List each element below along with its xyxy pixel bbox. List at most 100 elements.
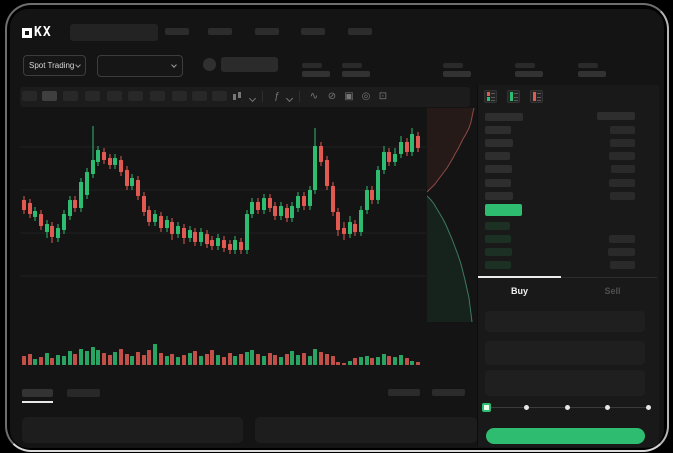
- ask-row-price-bar[interactable]: [485, 126, 511, 134]
- slider-stop-dot[interactable]: [605, 405, 610, 410]
- bottom-filter-placeholder[interactable]: [432, 389, 465, 396]
- pair-dropdown[interactable]: [97, 55, 183, 77]
- volume-bar: [273, 355, 277, 365]
- ask-row-amount-bar[interactable]: [610, 192, 635, 200]
- chevron-down-icon: [75, 61, 81, 68]
- volume-bar: [28, 354, 32, 365]
- timeframe-button[interactable]: [85, 91, 100, 101]
- snapshot-icon[interactable]: ▣: [344, 91, 354, 102]
- candle-body: [142, 196, 146, 212]
- settings-icon[interactable]: ◎: [361, 91, 371, 102]
- timeframe-button[interactable]: [212, 91, 227, 101]
- bottom-tab-placeholder[interactable]: [22, 389, 53, 397]
- candle-body: [273, 206, 277, 216]
- indicators-icon[interactable]: ƒ: [274, 91, 280, 102]
- nav-search-placeholder[interactable]: [70, 24, 158, 41]
- volume-bar: [205, 354, 209, 365]
- tab-sell[interactable]: Sell: [604, 286, 621, 296]
- timeframe-button[interactable]: [172, 91, 187, 101]
- volume-bar: [142, 355, 146, 365]
- fullscreen-icon[interactable]: ⊡: [378, 91, 388, 102]
- nav-item-placeholder[interactable]: [301, 28, 325, 35]
- nav-item-placeholder[interactable]: [255, 28, 279, 35]
- ask-row-amount-bar[interactable]: [609, 152, 635, 160]
- bid-row-price-bar[interactable]: [485, 235, 511, 243]
- candle-body: [176, 226, 180, 234]
- timeframe-button[interactable]: [150, 91, 165, 101]
- icon-stripe: [486, 97, 490, 101]
- last-price-bar[interactable]: [485, 204, 522, 216]
- timeframe-button[interactable]: [192, 91, 207, 101]
- timeframe-button[interactable]: [63, 91, 78, 101]
- bid-row-price-bar[interactable]: [485, 248, 512, 256]
- candle-body: [262, 198, 266, 210]
- order-input-placeholder[interactable]: [485, 311, 645, 332]
- bid-row-price-bar[interactable]: [485, 261, 511, 269]
- nav-item-placeholder[interactable]: [208, 28, 232, 35]
- trendline-icon[interactable]: ∿: [309, 91, 319, 102]
- candle-body: [50, 226, 54, 237]
- timeframe-button[interactable]: [42, 91, 57, 101]
- candle-body: [73, 200, 77, 208]
- candle-body: [296, 196, 300, 208]
- book-bids-icon[interactable]: [507, 90, 520, 103]
- candle-body: [96, 150, 100, 162]
- bottom-tab-placeholder[interactable]: [67, 389, 100, 397]
- toolbar-divider: [262, 91, 263, 102]
- candle-body: [210, 240, 214, 246]
- ask-row-amount-bar[interactable]: [611, 165, 635, 173]
- timeframe-button[interactable]: [22, 91, 37, 101]
- bid-row-amount-bar[interactable]: [610, 261, 635, 269]
- nav-item-placeholder[interactable]: [165, 28, 189, 35]
- volume-bar: [119, 349, 123, 365]
- candle-body: [216, 238, 220, 246]
- bid-row-amount-bar[interactable]: [608, 248, 635, 256]
- candle-body: [119, 160, 123, 172]
- icon-line: [491, 96, 495, 98]
- ask-row-price-bar[interactable]: [485, 152, 510, 160]
- volume-bar: [308, 356, 312, 365]
- candlestick-chart[interactable]: [20, 108, 426, 386]
- volume-bar: [359, 357, 363, 365]
- ask-row-price-bar[interactable]: [485, 192, 513, 200]
- volume-bar: [176, 357, 180, 365]
- order-input-placeholder[interactable]: [485, 341, 645, 365]
- ask-row-price-bar[interactable]: [485, 165, 512, 173]
- slider-stop-dot[interactable]: [564, 405, 570, 410]
- ask-row-amount-bar[interactable]: [609, 179, 635, 187]
- ask-row-price-bar[interactable]: [485, 139, 513, 147]
- market-type-dropdown[interactable]: Spot Trading: [23, 55, 86, 76]
- ask-row-price-bar[interactable]: [485, 179, 511, 187]
- candle-body: [348, 222, 352, 234]
- timeframe-button[interactable]: [128, 91, 143, 101]
- ask-row-amount-bar[interactable]: [610, 126, 635, 134]
- eraser-icon[interactable]: ⊘: [327, 91, 337, 102]
- volume-bar: [79, 349, 83, 365]
- candle-body: [359, 210, 363, 232]
- volume-bar: [96, 350, 100, 365]
- volume-bar: [256, 354, 260, 365]
- orderbook-header-placeholder: [485, 113, 523, 121]
- slider-handle[interactable]: [481, 403, 491, 412]
- candle-body: [39, 214, 43, 226]
- candle-body: [239, 242, 243, 250]
- book-split-icon[interactable]: [484, 90, 497, 103]
- candle-body: [136, 180, 140, 196]
- bid-row-amount-bar[interactable]: [609, 235, 635, 243]
- bid-row-price-bar[interactable]: [485, 222, 510, 230]
- ask-row-amount-bar[interactable]: [610, 139, 635, 147]
- nav-item-placeholder[interactable]: [348, 28, 372, 35]
- order-input-placeholder[interactable]: [485, 370, 645, 396]
- slider-stop-dot[interactable]: [524, 405, 529, 410]
- candle-type-icon[interactable]: [232, 92, 242, 102]
- depth-chart[interactable]: [426, 107, 477, 323]
- tab-buy[interactable]: Buy: [510, 286, 528, 296]
- slider-stop-dot[interactable]: [645, 405, 651, 410]
- timeframe-button[interactable]: [107, 91, 122, 101]
- book-asks-icon[interactable]: [530, 90, 543, 103]
- buy-submit-button[interactable]: [486, 428, 645, 444]
- bottom-filter-placeholder[interactable]: [388, 389, 420, 396]
- volume-bar: [39, 357, 43, 365]
- candle-body: [91, 160, 95, 174]
- okx-logo-text: KX: [34, 25, 52, 40]
